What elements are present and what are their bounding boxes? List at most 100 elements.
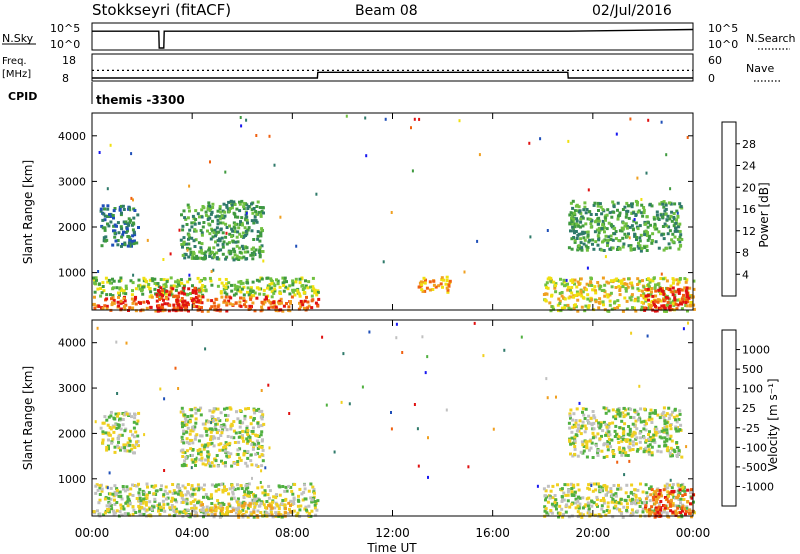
data-cell	[635, 427, 639, 431]
data-cell	[191, 289, 195, 292]
data-cell	[296, 290, 300, 294]
data-cell	[573, 445, 577, 448]
velocity-colorbar-label: Velocity [m s⁻¹]	[766, 378, 780, 471]
data-cell	[663, 444, 667, 448]
data-cell	[221, 245, 225, 249]
data-cell	[618, 289, 622, 292]
data-cell	[164, 285, 168, 289]
data-cell	[597, 209, 600, 212]
data-cell	[644, 440, 648, 444]
data-cell	[136, 213, 140, 217]
data-cell	[147, 282, 151, 286]
data-cell	[606, 242, 610, 246]
data-cell	[201, 284, 205, 287]
data-cell	[291, 279, 295, 283]
data-cell	[192, 216, 196, 220]
data-cell	[155, 293, 159, 297]
data-cell	[621, 437, 625, 441]
data-cell	[316, 289, 320, 293]
data-cell	[666, 300, 670, 304]
data-cell	[567, 488, 570, 492]
data-cell	[211, 436, 215, 440]
data-cell	[560, 306, 564, 310]
y-tick-label: 3000	[58, 175, 86, 188]
data-cell	[259, 433, 263, 437]
data-cell	[580, 248, 584, 252]
data-cell	[543, 509, 547, 513]
data-cell	[182, 432, 186, 436]
data-cell	[211, 410, 215, 414]
data-cell	[618, 426, 622, 430]
data-cell	[178, 489, 182, 493]
data-cell	[269, 508, 273, 512]
data-cell	[611, 515, 615, 519]
data-cell	[184, 499, 188, 503]
data-cell	[670, 238, 674, 242]
data-cell	[229, 199, 233, 203]
data-cell	[132, 198, 134, 202]
data-cell	[228, 441, 232, 445]
data-cell	[225, 205, 229, 209]
data-cell	[671, 503, 675, 507]
data-cell	[570, 247, 574, 251]
data-cell	[627, 425, 631, 428]
data-cell	[128, 501, 132, 505]
data-cell	[277, 301, 281, 305]
data-cell	[187, 255, 191, 259]
data-cell	[590, 219, 594, 223]
data-cell	[622, 429, 626, 433]
data-cell	[260, 305, 264, 309]
data-cell	[142, 300, 146, 304]
data-cell	[573, 452, 577, 456]
data-cell	[616, 437, 620, 441]
data-cell	[222, 202, 226, 206]
data-cell	[246, 432, 250, 436]
data-cell	[554, 498, 558, 502]
data-cell	[579, 241, 583, 245]
data-cell	[290, 295, 294, 299]
data-cell	[126, 441, 130, 445]
data-cell	[106, 423, 110, 427]
data-cell	[161, 289, 164, 292]
data-cell	[648, 430, 651, 434]
data-cell	[646, 225, 650, 229]
data-cell	[629, 298, 633, 302]
data-cell	[101, 285, 105, 288]
data-cell	[612, 455, 616, 458]
data-cell	[662, 232, 666, 236]
data-cell	[665, 246, 669, 250]
data-cell	[224, 222, 228, 226]
data-cell	[249, 297, 253, 301]
data-cell	[597, 219, 601, 223]
data-cell	[235, 254, 239, 258]
data-cell	[597, 513, 601, 517]
data-cell	[606, 244, 609, 247]
data-cell	[297, 307, 301, 311]
data-cell	[246, 250, 250, 254]
data-cell	[616, 201, 620, 205]
data-cell	[152, 485, 156, 489]
data-cell	[683, 493, 687, 496]
data-cell	[135, 484, 139, 488]
data-cell	[573, 447, 577, 451]
data-cell	[257, 435, 261, 438]
data-cell	[587, 414, 591, 418]
data-cell	[246, 429, 250, 433]
data-cell	[180, 281, 184, 285]
data-cell	[246, 221, 249, 225]
data-cell	[644, 299, 648, 303]
data-cell	[569, 211, 573, 215]
data-cell	[685, 286, 689, 290]
data-cell	[260, 277, 264, 281]
data-cell	[142, 285, 146, 289]
data-cell	[686, 500, 690, 503]
data-cell	[234, 301, 238, 305]
data-cell	[257, 279, 261, 283]
data-cell	[282, 289, 286, 293]
data-cell	[260, 430, 264, 434]
data-cell	[92, 510, 96, 514]
data-cell	[665, 296, 668, 299]
data-cell	[185, 449, 189, 453]
data-cell	[569, 408, 573, 412]
data-cell	[240, 256, 244, 260]
